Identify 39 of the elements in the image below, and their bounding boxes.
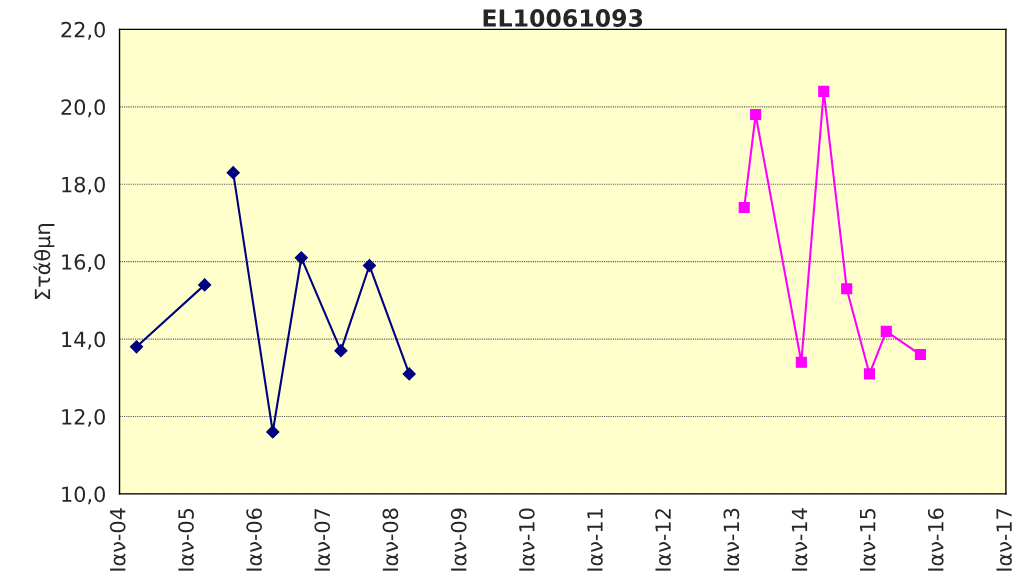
x-tick-label: Ιαν-11 <box>587 509 603 571</box>
x-tick-label: Ιαν-08 <box>382 508 399 571</box>
point <box>750 109 762 121</box>
y-tick-label: 22,0 <box>61 21 105 40</box>
point <box>402 367 416 381</box>
point <box>738 201 750 214</box>
x-tick-label: Ιαν-14 <box>791 508 808 571</box>
point <box>914 349 926 361</box>
y-tick-label: 20,0 <box>61 99 105 118</box>
x-tick-label: Ιαν-07 <box>314 508 331 571</box>
x-tick-label: Ιαν-16 <box>927 508 944 571</box>
y-tick-label: 10,0 <box>62 486 105 505</box>
x-tick-label: Ιαν-05 <box>178 508 194 571</box>
point <box>129 340 144 354</box>
x-tick-label: Ιαν-09 <box>450 508 467 571</box>
point <box>294 251 308 265</box>
chart-title: EL10061093 <box>483 9 643 27</box>
point <box>362 258 377 273</box>
point <box>266 425 280 439</box>
point <box>880 325 892 337</box>
x-tick-label: Ιαν-17 <box>996 508 1012 571</box>
y-tick-label: 16,0 <box>62 254 105 272</box>
point <box>818 85 830 97</box>
y-tick-label: 12,0 <box>62 408 105 427</box>
y-tick-label: 18,0 <box>62 176 105 195</box>
point <box>226 166 240 180</box>
point <box>863 368 876 380</box>
y-tick-label: 14,0 <box>62 331 105 350</box>
x-tick-label: Ιαν-15 <box>860 508 876 571</box>
point <box>795 356 807 368</box>
y-axis-title: Στάθμη <box>33 224 55 299</box>
x-tick-label: Ιαν-10 <box>518 508 535 571</box>
point <box>198 278 212 292</box>
x-tick-label: Ιαν-13 <box>723 508 740 571</box>
x-tick-label: Ιαν-06 <box>246 508 263 571</box>
point <box>841 283 853 295</box>
point <box>334 344 348 358</box>
x-tick-label: Ιαν-12 <box>655 509 671 571</box>
x-tick-label: Ιαν-04 <box>109 508 126 571</box>
